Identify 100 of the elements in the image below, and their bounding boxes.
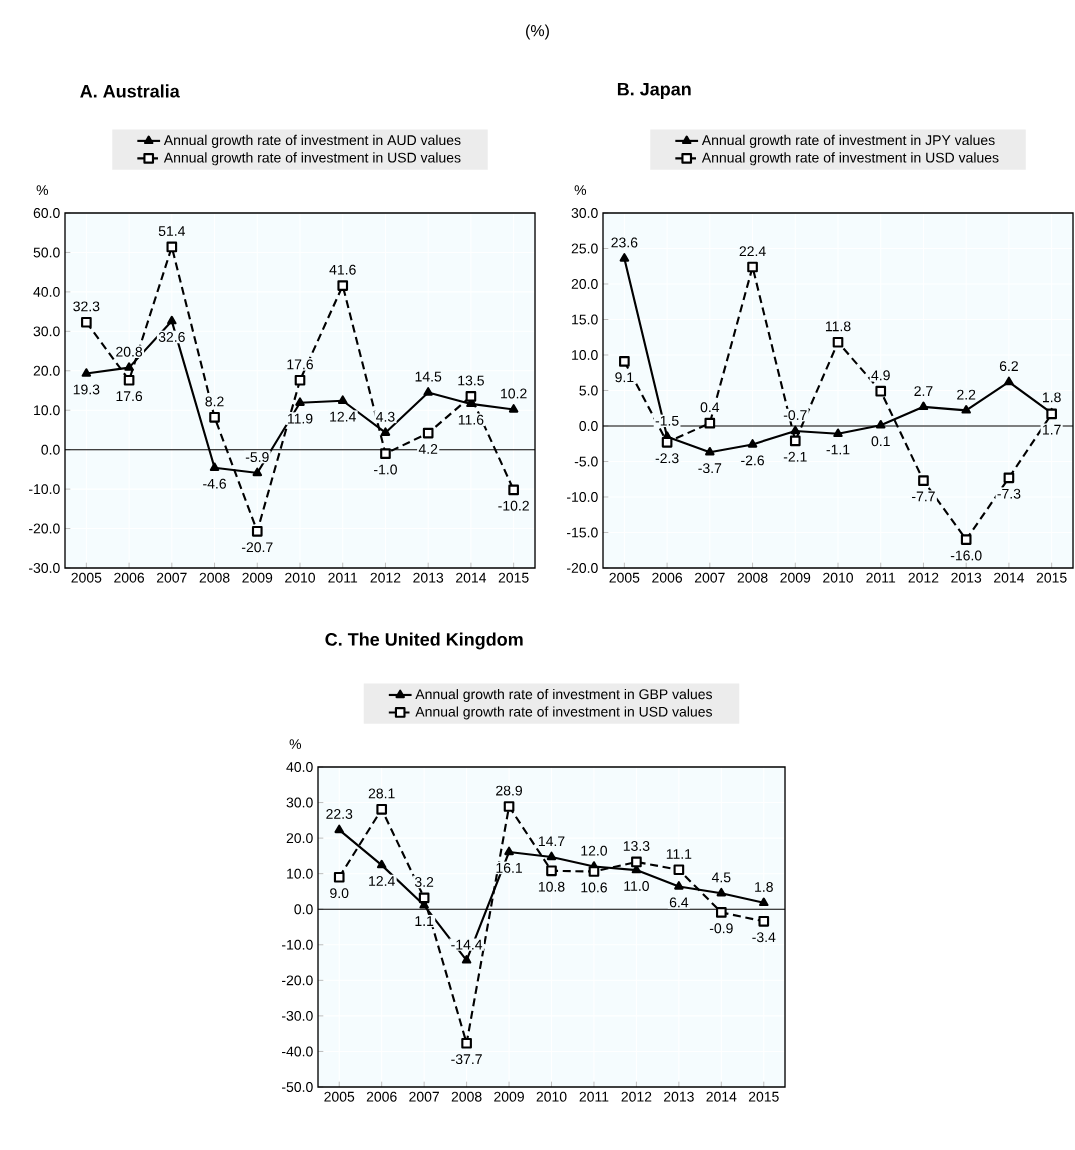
y-tick-label: 60.0 xyxy=(33,208,60,218)
data-label: -16.0 xyxy=(950,550,982,561)
data-label: -2.3 xyxy=(655,453,679,464)
y-tick-label: 20.0 xyxy=(33,365,60,376)
data-label: 11.1 xyxy=(666,849,692,859)
data-label: -10.2 xyxy=(498,500,529,511)
data-label: 1.7 xyxy=(1042,424,1061,435)
data-label: 4.5 xyxy=(711,872,731,883)
x-tick-label: 2008 xyxy=(451,1091,482,1102)
data-label: -0.9 xyxy=(709,923,733,934)
data-label: -3.4 xyxy=(752,932,776,943)
data-label: 12.4 xyxy=(330,411,356,422)
data-label: 10.6 xyxy=(581,882,607,893)
x-tick-label: 2014 xyxy=(994,572,1025,583)
data-label: -2.6 xyxy=(741,455,764,466)
y-tick-label: 10.0 xyxy=(572,350,598,360)
y-tick-label: -5.0 xyxy=(574,456,598,467)
data-label: 32.3 xyxy=(73,301,100,312)
data-label: 3.2 xyxy=(414,877,434,887)
data-label: 2.2 xyxy=(957,389,976,400)
data-label: 12.4 xyxy=(369,876,395,886)
y-axis-title: % xyxy=(289,739,302,749)
x-tick-label: 2007 xyxy=(694,572,725,583)
x-tick-label: 2009 xyxy=(494,1091,524,1102)
x-tick-label: 2014 xyxy=(456,572,487,583)
y-tick-label: -40.0 xyxy=(282,1046,313,1057)
data-label: 0.4 xyxy=(700,402,720,413)
data-label: -20.7 xyxy=(241,542,273,553)
data-label: -1.5 xyxy=(655,415,679,426)
x-tick-label: 2006 xyxy=(652,572,683,583)
data-label: -3.7 xyxy=(698,463,722,474)
data-label: 6.4 xyxy=(669,897,689,908)
y-tick-label: 10.0 xyxy=(287,868,313,879)
data-label: 17.6 xyxy=(116,391,143,402)
data-label: -2.1 xyxy=(783,451,807,462)
x-tick-label: 2015 xyxy=(748,1091,779,1102)
y-tick-label: 30.0 xyxy=(571,208,598,218)
x-tick-label: 2005 xyxy=(71,572,102,583)
data-label: 28.1 xyxy=(368,788,395,799)
x-tick-label: 2009 xyxy=(242,572,273,583)
chart-title: A. Australia xyxy=(80,84,180,98)
data-label: 6.2 xyxy=(999,361,1018,372)
x-tick-label: 2013 xyxy=(664,1091,694,1102)
y-tick-label: -50.0 xyxy=(282,1082,313,1092)
data-label: 8.2 xyxy=(205,396,224,407)
data-label: -4.6 xyxy=(203,478,226,489)
legend-label: Annual growth rate of investment in USD values xyxy=(415,706,712,720)
y-tick-label: 0.0 xyxy=(294,904,313,915)
y-tick-label: 40.0 xyxy=(286,762,313,772)
y-tick-label: -30.0 xyxy=(29,563,60,573)
x-tick-label: 2007 xyxy=(409,1091,439,1102)
y-tick-label: 30.0 xyxy=(286,797,313,808)
y-tick-label: 40.0 xyxy=(33,286,60,297)
y-tick-label: -20.0 xyxy=(29,523,60,534)
x-tick-label: 2015 xyxy=(1036,572,1067,583)
y-tick-label: -20.0 xyxy=(282,975,313,986)
data-label: 4.3 xyxy=(376,411,395,422)
x-tick-label: 2013 xyxy=(413,572,444,583)
chart-title: B. Japan xyxy=(617,82,691,100)
y-tick-label: 25.0 xyxy=(571,243,598,254)
x-tick-label: 2005 xyxy=(324,1091,355,1102)
legend-label: Annual growth rate of investment in USD values xyxy=(701,152,999,166)
y-tick-label: -10.0 xyxy=(29,484,60,495)
data-label: 11.6 xyxy=(458,414,484,425)
data-label: 9.1 xyxy=(615,372,634,383)
x-tick-label: 2012 xyxy=(370,572,401,583)
data-label: 10.8 xyxy=(538,881,565,892)
data-label: 4.2 xyxy=(418,444,438,454)
data-label: 32.6 xyxy=(158,332,185,342)
x-tick-label: 2010 xyxy=(823,572,854,583)
y-tick-label: 15.0 xyxy=(572,314,598,325)
x-tick-label: 2010 xyxy=(536,1091,567,1102)
y-tick-label: 50.0 xyxy=(33,247,60,258)
data-label: 9.0 xyxy=(330,888,349,899)
data-label: -37.7 xyxy=(451,1054,482,1065)
legend-label: Annual growth rate of investment in GBP values xyxy=(415,688,713,702)
data-label: -1.0 xyxy=(374,464,397,475)
x-tick-label: 2009 xyxy=(780,572,811,583)
data-label: 0.1 xyxy=(871,436,890,447)
data-label: 41.6 xyxy=(329,264,356,275)
data-label: -1.1 xyxy=(826,444,850,455)
data-label: 1.1 xyxy=(415,916,434,926)
x-tick-label: 2008 xyxy=(199,572,230,583)
legend-label: Annual growth rate of investment in JPY values xyxy=(701,134,995,148)
legend-label: Annual growth rate of investment in AUD values xyxy=(163,134,461,148)
x-tick-label: 2006 xyxy=(114,572,145,583)
y-axis-title: % xyxy=(36,185,49,195)
x-tick-label: 2012 xyxy=(908,572,939,583)
y-tick-label: -20.0 xyxy=(567,563,598,573)
data-label: 20.8 xyxy=(116,346,143,357)
data-label: 11.0 xyxy=(624,881,649,891)
y-tick-label: 0.0 xyxy=(579,421,598,431)
data-label: -5.9 xyxy=(245,452,269,463)
data-label: 17.6 xyxy=(287,359,314,370)
legend-label: Annual growth rate of investment in USD values xyxy=(163,152,461,166)
data-label: -7.3 xyxy=(997,488,1021,499)
y-tick-label: 5.0 xyxy=(579,385,598,396)
data-label: 22.3 xyxy=(326,809,353,820)
data-label: 4.9 xyxy=(871,370,890,381)
x-tick-label: 2007 xyxy=(156,572,187,583)
